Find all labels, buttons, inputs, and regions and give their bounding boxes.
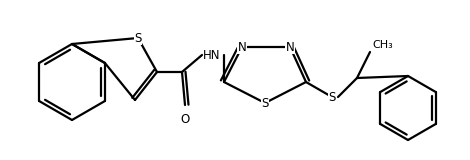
Text: S: S	[134, 32, 141, 44]
Text: S: S	[261, 96, 269, 109]
Text: HN: HN	[203, 48, 221, 61]
Text: N: N	[238, 40, 246, 53]
Text: CH₃: CH₃	[372, 40, 393, 50]
Text: O: O	[180, 113, 189, 126]
Text: S: S	[329, 91, 336, 104]
Text: N: N	[286, 40, 294, 53]
